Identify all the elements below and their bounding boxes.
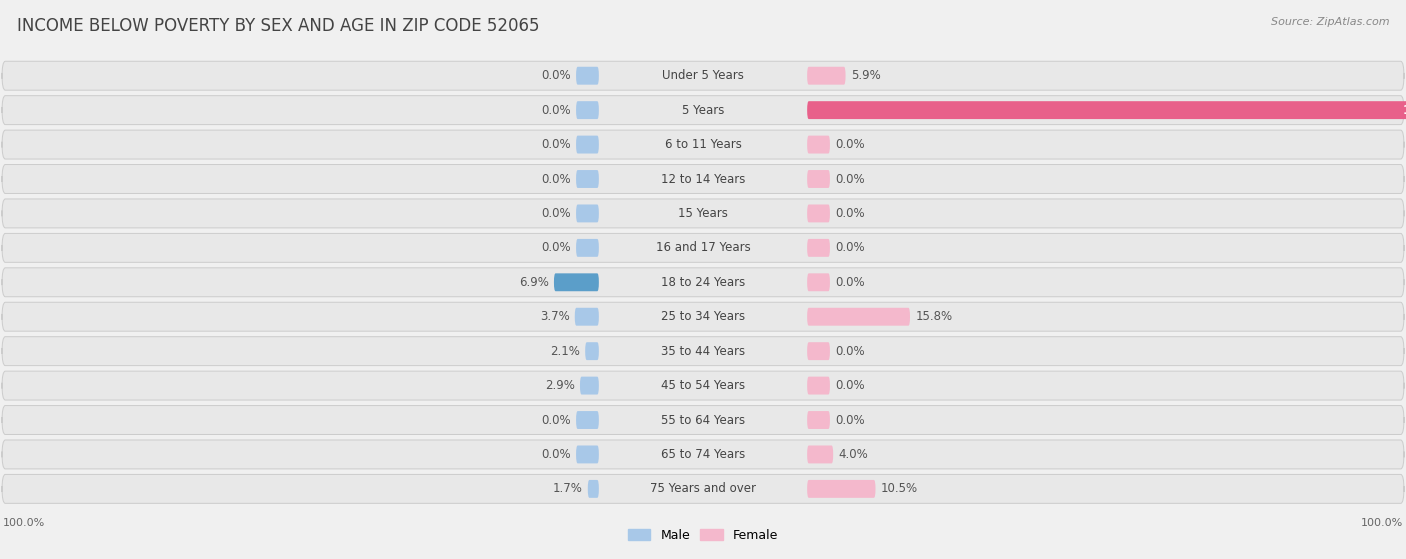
Legend: Male, Female: Male, Female	[623, 524, 783, 547]
FancyBboxPatch shape	[807, 411, 830, 429]
Text: 0.0%: 0.0%	[835, 207, 865, 220]
FancyBboxPatch shape	[807, 308, 910, 326]
FancyBboxPatch shape	[1, 234, 1405, 262]
FancyBboxPatch shape	[807, 446, 834, 463]
FancyBboxPatch shape	[807, 67, 845, 84]
FancyBboxPatch shape	[576, 239, 599, 257]
FancyBboxPatch shape	[807, 101, 1406, 119]
FancyBboxPatch shape	[1, 302, 1405, 331]
Text: 1.7%: 1.7%	[553, 482, 582, 495]
FancyBboxPatch shape	[1, 130, 1405, 159]
Text: 45 to 54 Years: 45 to 54 Years	[661, 379, 745, 392]
FancyBboxPatch shape	[576, 136, 599, 154]
FancyBboxPatch shape	[807, 480, 876, 498]
Text: 0.0%: 0.0%	[541, 69, 571, 82]
Text: 2.9%: 2.9%	[546, 379, 575, 392]
FancyBboxPatch shape	[576, 411, 599, 429]
Text: 0.0%: 0.0%	[835, 173, 865, 186]
FancyBboxPatch shape	[576, 170, 599, 188]
Text: 0.0%: 0.0%	[541, 414, 571, 427]
Text: 10.5%: 10.5%	[880, 482, 918, 495]
FancyBboxPatch shape	[588, 480, 599, 498]
Text: 15 Years: 15 Years	[678, 207, 728, 220]
FancyBboxPatch shape	[1, 268, 1405, 297]
Text: 3.7%: 3.7%	[540, 310, 569, 323]
Text: 0.0%: 0.0%	[541, 103, 571, 117]
Text: 2.1%: 2.1%	[550, 345, 581, 358]
FancyBboxPatch shape	[1, 199, 1405, 228]
Text: 6.9%: 6.9%	[519, 276, 548, 289]
Text: 0.0%: 0.0%	[835, 345, 865, 358]
FancyBboxPatch shape	[807, 377, 830, 395]
FancyBboxPatch shape	[1, 371, 1405, 400]
Text: 0.0%: 0.0%	[835, 379, 865, 392]
FancyBboxPatch shape	[1, 61, 1405, 90]
Text: 35 to 44 Years: 35 to 44 Years	[661, 345, 745, 358]
Text: 5 Years: 5 Years	[682, 103, 724, 117]
FancyBboxPatch shape	[807, 239, 830, 257]
FancyBboxPatch shape	[1, 96, 1405, 125]
FancyBboxPatch shape	[807, 205, 830, 222]
Text: 100.0%: 100.0%	[1361, 518, 1403, 528]
FancyBboxPatch shape	[807, 170, 830, 188]
Text: 4.0%: 4.0%	[838, 448, 868, 461]
Text: 12 to 14 Years: 12 to 14 Years	[661, 173, 745, 186]
Text: 6 to 11 Years: 6 to 11 Years	[665, 138, 741, 151]
Text: 25 to 34 Years: 25 to 34 Years	[661, 310, 745, 323]
Text: 55 to 64 Years: 55 to 64 Years	[661, 414, 745, 427]
Text: Under 5 Years: Under 5 Years	[662, 69, 744, 82]
FancyBboxPatch shape	[807, 136, 830, 154]
Text: 0.0%: 0.0%	[835, 276, 865, 289]
Text: Source: ZipAtlas.com: Source: ZipAtlas.com	[1271, 17, 1389, 27]
Text: 0.0%: 0.0%	[835, 414, 865, 427]
FancyBboxPatch shape	[807, 273, 830, 291]
Text: 0.0%: 0.0%	[541, 173, 571, 186]
FancyBboxPatch shape	[807, 342, 830, 360]
Text: 5.9%: 5.9%	[851, 69, 880, 82]
Text: 18 to 24 Years: 18 to 24 Years	[661, 276, 745, 289]
Text: 0.0%: 0.0%	[835, 241, 865, 254]
FancyBboxPatch shape	[576, 205, 599, 222]
FancyBboxPatch shape	[1, 164, 1405, 193]
FancyBboxPatch shape	[581, 377, 599, 395]
FancyBboxPatch shape	[585, 342, 599, 360]
FancyBboxPatch shape	[1, 475, 1405, 503]
FancyBboxPatch shape	[576, 67, 599, 84]
Text: 75 Years and over: 75 Years and over	[650, 482, 756, 495]
FancyBboxPatch shape	[576, 446, 599, 463]
Text: 65 to 74 Years: 65 to 74 Years	[661, 448, 745, 461]
Text: 100.0%: 100.0%	[1403, 103, 1406, 117]
Text: 0.0%: 0.0%	[541, 448, 571, 461]
Text: 0.0%: 0.0%	[541, 207, 571, 220]
FancyBboxPatch shape	[1, 440, 1405, 469]
Text: 0.0%: 0.0%	[541, 241, 571, 254]
Text: 0.0%: 0.0%	[541, 138, 571, 151]
FancyBboxPatch shape	[1, 406, 1405, 434]
FancyBboxPatch shape	[1, 337, 1405, 366]
FancyBboxPatch shape	[576, 101, 599, 119]
Text: 15.8%: 15.8%	[915, 310, 952, 323]
Text: 100.0%: 100.0%	[3, 518, 45, 528]
Text: INCOME BELOW POVERTY BY SEX AND AGE IN ZIP CODE 52065: INCOME BELOW POVERTY BY SEX AND AGE IN Z…	[17, 17, 540, 35]
Text: 16 and 17 Years: 16 and 17 Years	[655, 241, 751, 254]
FancyBboxPatch shape	[575, 308, 599, 326]
Text: 0.0%: 0.0%	[835, 138, 865, 151]
FancyBboxPatch shape	[554, 273, 599, 291]
